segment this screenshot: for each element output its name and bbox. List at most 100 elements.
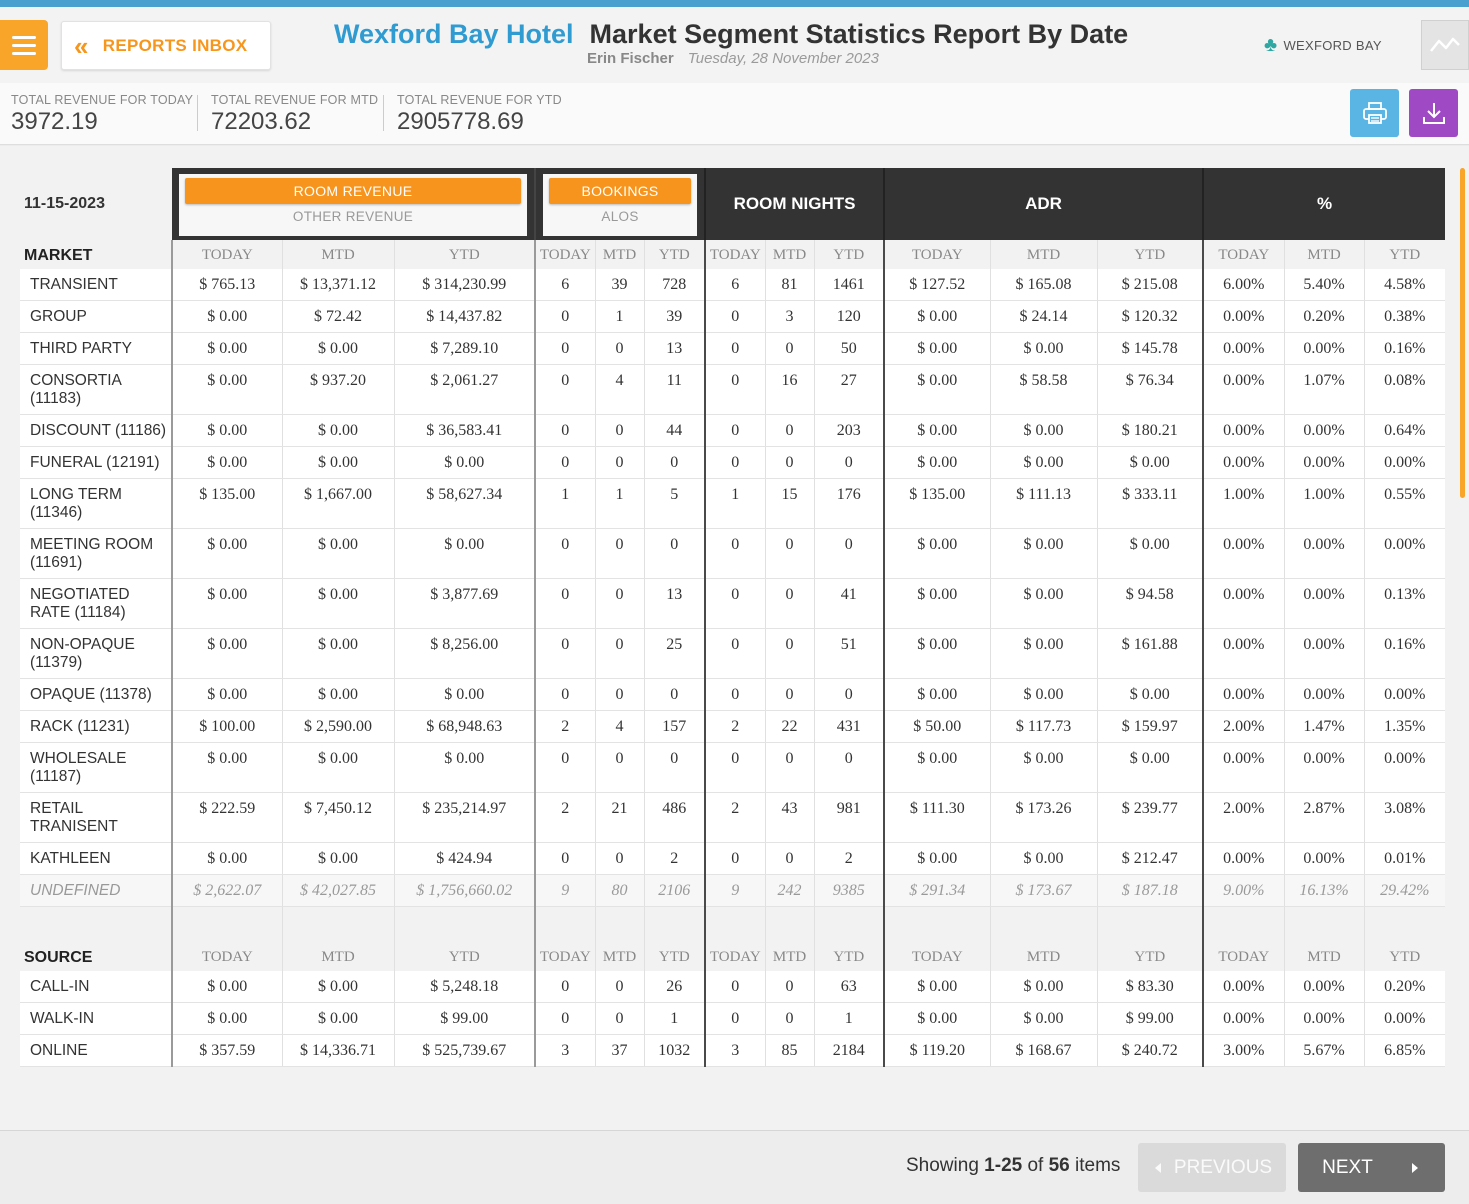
table-cell: 2 (534, 710, 596, 743)
stat-ytd: TOTAL REVENUE FOR YTD 2905778.69 (397, 93, 562, 136)
previous-button[interactable]: PREVIOUS (1138, 1143, 1286, 1192)
table-row[interactable]: MEETING ROOM (11691) $ 0.00 $ 0.00 $ 0.00 0 0… (20, 528, 1446, 579)
table-cell: 43 (764, 792, 815, 843)
table-row[interactable]: WALK-IN $ 0.00 $ 0.00 $ 99.00 0 0 1 0 0 1 $ 0.00 $ … (20, 1002, 1446, 1035)
table-cell: 1.00% (1202, 478, 1285, 529)
next-button[interactable]: NEXT (1298, 1143, 1445, 1192)
table-cell: $ 0.00 (1096, 446, 1204, 479)
table-cell: 5.40% (1283, 269, 1365, 301)
line-chart-icon (1430, 37, 1460, 52)
table-cell: 2106 (643, 874, 706, 907)
table-cell: $ 0.00 (171, 842, 282, 875)
table-row[interactable]: OPAQUE (11378) $ 0.00 $ 0.00 $ 0.00 0 0 0 0 0 0 $ … (20, 678, 1446, 711)
table-cell: 0.00% (1363, 528, 1446, 579)
table-cell: 3 (764, 300, 815, 333)
table-cell: $ 0.00 (281, 628, 394, 679)
other-revenue-toggle[interactable]: OTHER REVENUE (292, 209, 414, 224)
table-cell: 0 (534, 628, 596, 679)
table-cell: $ 135.00 (171, 478, 282, 529)
print-button[interactable] (1350, 89, 1399, 137)
table-cell: $ 0.00 (883, 414, 991, 447)
table-cell: $ 0.00 (883, 1002, 991, 1035)
table-row[interactable]: NON-OPAQUE (11379) $ 0.00 $ 0.00 $ 8,256.00… (20, 628, 1446, 679)
table-cell: $ 0.00 (989, 578, 1098, 629)
column-header: MTD (989, 240, 1098, 269)
table-cell: 5.67% (1283, 1034, 1365, 1067)
table-row[interactable]: UNDEFINED $ 2,622.07 $ 42,027.85 $ 1,756,66… (20, 874, 1446, 907)
table-row[interactable]: ONLINE $ 357.59 $ 14,336.71 $ 525,739.67 3 37… (20, 1034, 1446, 1067)
table-cell: $ 36,583.41 (393, 414, 536, 447)
table-cell: $ 0.00 (281, 678, 394, 711)
table-row[interactable]: RETAIL TRANISENT $ 222.59 $ 7,450.12 $ 235,… (20, 792, 1446, 843)
chart-view-button[interactable] (1421, 20, 1469, 70)
table-row[interactable]: CONSORTIA (11183) $ 0.00 $ 937.20 $ 2,061.2… (20, 364, 1446, 415)
reports-inbox-label: REPORTS INBOX (102, 35, 248, 55)
table-cell: $ 0.00 (171, 446, 282, 479)
table-cell: 0 (764, 578, 815, 629)
table-row[interactable]: KATHLEEN $ 0.00 $ 0.00 $ 424.94 0 0 2 0 0 2 $ 0.00… (20, 842, 1446, 875)
table-row[interactable]: WHOLESALE (11187) $ 0.00 $ 0.00 $ 0.00 0 0 0 0 0… (20, 742, 1446, 793)
double-chevron-left-icon: « (74, 30, 89, 61)
table-cell: 1.35% (1363, 710, 1446, 743)
table-cell: $ 212.47 (1096, 842, 1204, 875)
table-cell: 22 (764, 710, 815, 743)
table-cell: $ 2,061.27 (393, 364, 536, 415)
column-header: MTD (764, 240, 815, 269)
table-cell: $ 111.30 (883, 792, 991, 843)
table-cell: $ 94.58 (1096, 578, 1204, 629)
table-cell: $ 0.00 (883, 742, 991, 793)
scrollbar-thumb[interactable] (1460, 168, 1465, 498)
next-label: NEXT (1322, 1156, 1373, 1178)
table-cell: $ 0.00 (281, 742, 394, 793)
download-button[interactable] (1409, 89, 1458, 137)
table-cell: $ 2,590.00 (281, 710, 394, 743)
column-header: MTD (989, 906, 1098, 971)
table-cell: 0 (534, 842, 596, 875)
table-row[interactable]: DISCOUNT (11186) $ 0.00 $ 0.00 $ 36,583.41 0… (20, 414, 1446, 447)
table-cell: 0 (813, 446, 885, 479)
table-row[interactable]: THIRD PARTY $ 0.00 $ 0.00 $ 7,289.10 0 0 13 0 0 5… (20, 332, 1446, 365)
table-cell: 0 (594, 1002, 645, 1035)
table-cell: $ 0.00 (989, 971, 1098, 1003)
table-row[interactable]: LONG TERM (11346) $ 135.00 $ 1,667.00 $ 58,… (20, 478, 1446, 529)
table-cell: 0.20% (1283, 300, 1365, 333)
table-cell: 51 (813, 628, 885, 679)
table-cell: $ 0.00 (1096, 742, 1204, 793)
table-cell: 85 (764, 1034, 815, 1067)
table-cell: $ 0.00 (883, 971, 991, 1003)
column-header: TODAY (534, 240, 596, 269)
alos-toggle[interactable]: ALOS (601, 209, 639, 224)
table-cell: $ 0.00 (171, 578, 282, 629)
table-cell: $ 72.42 (281, 300, 394, 333)
brand-logo: ♣ WEXFORD BAY (1264, 35, 1382, 55)
table-cell: 0 (704, 364, 766, 415)
table-cell: 0.64% (1363, 414, 1446, 447)
table-row[interactable]: TRANSIENT $ 765.13 $ 13,371.12 $ 314,230.99… (20, 269, 1446, 301)
table-row[interactable]: FUNERAL (12191) $ 0.00 $ 0.00 $ 0.00 0 0 0 0 0 0 $… (20, 446, 1446, 479)
bookings-toggle[interactable]: BOOKINGS (549, 178, 692, 204)
table-cell: $ 0.00 (883, 364, 991, 415)
row-label: NEGOTIATED RATE (11184) (20, 578, 172, 629)
hamburger-menu-icon[interactable] (0, 20, 48, 70)
table-row[interactable]: RACK (11231) $ 100.00 $ 2,590.00 $ 68,948.6… (20, 710, 1446, 743)
table-cell: $ 240.72 (1096, 1034, 1204, 1067)
row-label: RETAIL TRANISENT (20, 792, 172, 843)
table-cell: 1 (594, 478, 645, 529)
room-revenue-toggle[interactable]: ROOM REVENUE (185, 178, 522, 204)
table-cell: 0.00% (1283, 678, 1365, 711)
table-cell: $ 937.20 (281, 364, 394, 415)
table-row[interactable]: GROUP $ 0.00 $ 72.42 $ 14,437.82 0 1 39 0 3 120 $ … (20, 300, 1446, 333)
table-cell: 0.01% (1363, 842, 1446, 875)
group-header-row: 11-15-2023 ROOM REVENUE OTHER REVENUE BO… (20, 168, 1446, 240)
table-cell: 0 (594, 971, 645, 1003)
row-label: ONLINE (20, 1034, 172, 1067)
table-cell: 1032 (643, 1034, 706, 1067)
table-cell: $ 0.00 (171, 332, 282, 365)
table-cell: 0.00% (1202, 842, 1285, 875)
table-row[interactable]: NEGOTIATED RATE (11184) $ 0.00 $ 0.00 $ 3,8… (20, 578, 1446, 629)
row-label: CONSORTIA (11183) (20, 364, 172, 415)
table-cell: 0 (704, 578, 766, 629)
reports-inbox-button[interactable]: « REPORTS INBOX (61, 21, 271, 70)
table-row[interactable]: CALL-IN $ 0.00 $ 0.00 $ 5,248.18 0 0 26 0 0 63 $ 0… (20, 971, 1446, 1003)
column-header: YTD (813, 240, 885, 269)
